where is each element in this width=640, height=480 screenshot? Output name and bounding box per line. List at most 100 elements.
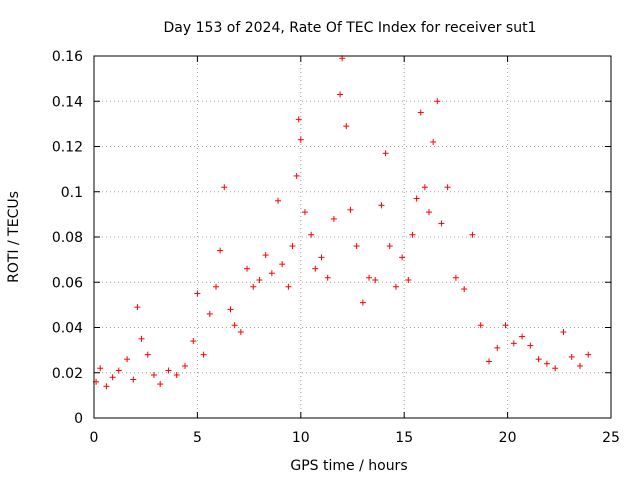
data-point bbox=[568, 353, 575, 360]
data-point bbox=[372, 276, 379, 283]
data-point bbox=[285, 283, 292, 290]
data-point bbox=[250, 283, 257, 290]
y-axis-label: ROTI / TECUs bbox=[6, 191, 22, 283]
data-point bbox=[413, 195, 420, 202]
data-point bbox=[444, 184, 451, 191]
data-point bbox=[409, 231, 416, 238]
data-point bbox=[502, 322, 509, 329]
data-point bbox=[130, 376, 137, 383]
data-point bbox=[138, 335, 145, 342]
data-point bbox=[237, 329, 244, 336]
data-point bbox=[109, 374, 116, 381]
data-point bbox=[392, 283, 399, 290]
x-tick-label: 10 bbox=[292, 430, 310, 446]
data-point bbox=[461, 286, 468, 293]
data-point bbox=[399, 254, 406, 261]
data-point bbox=[318, 254, 325, 261]
data-point bbox=[173, 372, 180, 379]
data-point bbox=[115, 367, 122, 374]
data-point bbox=[206, 310, 213, 317]
data-point bbox=[144, 351, 151, 358]
chart-title: Day 153 of 2024, Rate Of TEC Index for r… bbox=[164, 20, 537, 36]
data-point bbox=[366, 274, 373, 281]
data-point bbox=[217, 247, 224, 254]
y-tick-label: 0.06 bbox=[52, 275, 83, 291]
data-point bbox=[324, 274, 331, 281]
data-point bbox=[426, 209, 433, 216]
data-point bbox=[417, 109, 424, 116]
data-point bbox=[190, 338, 197, 345]
data-point bbox=[353, 243, 360, 250]
data-point bbox=[308, 231, 315, 238]
data-point bbox=[330, 215, 337, 222]
data-point bbox=[268, 270, 275, 277]
data-point bbox=[452, 274, 459, 281]
data-point bbox=[510, 340, 517, 347]
data-point bbox=[438, 220, 445, 227]
y-tick-label: 0.04 bbox=[52, 321, 83, 337]
data-point bbox=[585, 351, 592, 358]
data-point bbox=[279, 261, 286, 268]
y-tick-label: 0.08 bbox=[52, 230, 83, 246]
data-point bbox=[244, 265, 251, 272]
data-point bbox=[343, 123, 350, 130]
data-point bbox=[421, 184, 428, 191]
data-point bbox=[337, 91, 344, 98]
data-point bbox=[543, 360, 550, 367]
y-tick-label: 0 bbox=[74, 411, 83, 427]
data-point bbox=[469, 231, 476, 238]
data-point bbox=[213, 283, 220, 290]
x-tick-label: 25 bbox=[602, 430, 620, 446]
y-tick-label: 0.1 bbox=[61, 185, 83, 201]
grid-lines bbox=[94, 56, 611, 418]
data-point bbox=[430, 138, 437, 145]
x-tick-label: 0 bbox=[90, 430, 99, 446]
y-tick-label: 0.12 bbox=[52, 140, 83, 156]
plot-frame bbox=[93, 55, 612, 419]
data-point bbox=[289, 243, 296, 250]
data-point bbox=[560, 329, 567, 336]
data-point bbox=[150, 372, 157, 379]
data-point bbox=[297, 136, 304, 143]
data-point bbox=[295, 116, 302, 123]
data-point bbox=[181, 362, 188, 369]
data-point bbox=[231, 322, 238, 329]
data-point bbox=[519, 333, 526, 340]
data-point bbox=[576, 362, 583, 369]
data-point bbox=[134, 304, 141, 311]
x-axis-label: GPS time / hours bbox=[290, 458, 407, 474]
data-point bbox=[165, 367, 172, 374]
data-point bbox=[312, 265, 319, 272]
data-point bbox=[124, 356, 131, 363]
data-point bbox=[262, 252, 269, 259]
x-tick-label: 15 bbox=[395, 430, 413, 446]
data-point bbox=[434, 98, 441, 105]
data-point bbox=[256, 276, 263, 283]
data-point bbox=[527, 342, 534, 349]
data-point bbox=[386, 243, 393, 250]
data-point bbox=[194, 290, 201, 297]
y-tick-label: 0.02 bbox=[52, 366, 83, 382]
y-tick-label: 0.16 bbox=[52, 49, 83, 65]
data-point bbox=[221, 184, 228, 191]
data-point bbox=[97, 365, 104, 372]
data-point bbox=[157, 381, 164, 388]
data-point bbox=[494, 344, 501, 351]
data-point bbox=[293, 172, 300, 179]
data-point bbox=[477, 322, 484, 329]
data-point bbox=[485, 358, 492, 365]
axis-ticks: 0 5 10 15 20 25 0 0.02 0.04 0.06 0.08 0.1 0.12 0.14 0.… bbox=[52, 49, 620, 446]
data-point bbox=[227, 306, 234, 313]
data-point bbox=[382, 150, 389, 157]
data-point bbox=[347, 206, 354, 213]
x-tick-label: 5 bbox=[193, 430, 202, 446]
y-tick-label: 0.14 bbox=[52, 94, 83, 110]
data-point bbox=[200, 351, 207, 358]
data-points bbox=[93, 55, 592, 390]
data-point bbox=[535, 356, 542, 363]
data-point bbox=[275, 197, 282, 204]
x-tick-label: 20 bbox=[499, 430, 517, 446]
data-point bbox=[359, 299, 366, 306]
data-point bbox=[301, 209, 308, 216]
